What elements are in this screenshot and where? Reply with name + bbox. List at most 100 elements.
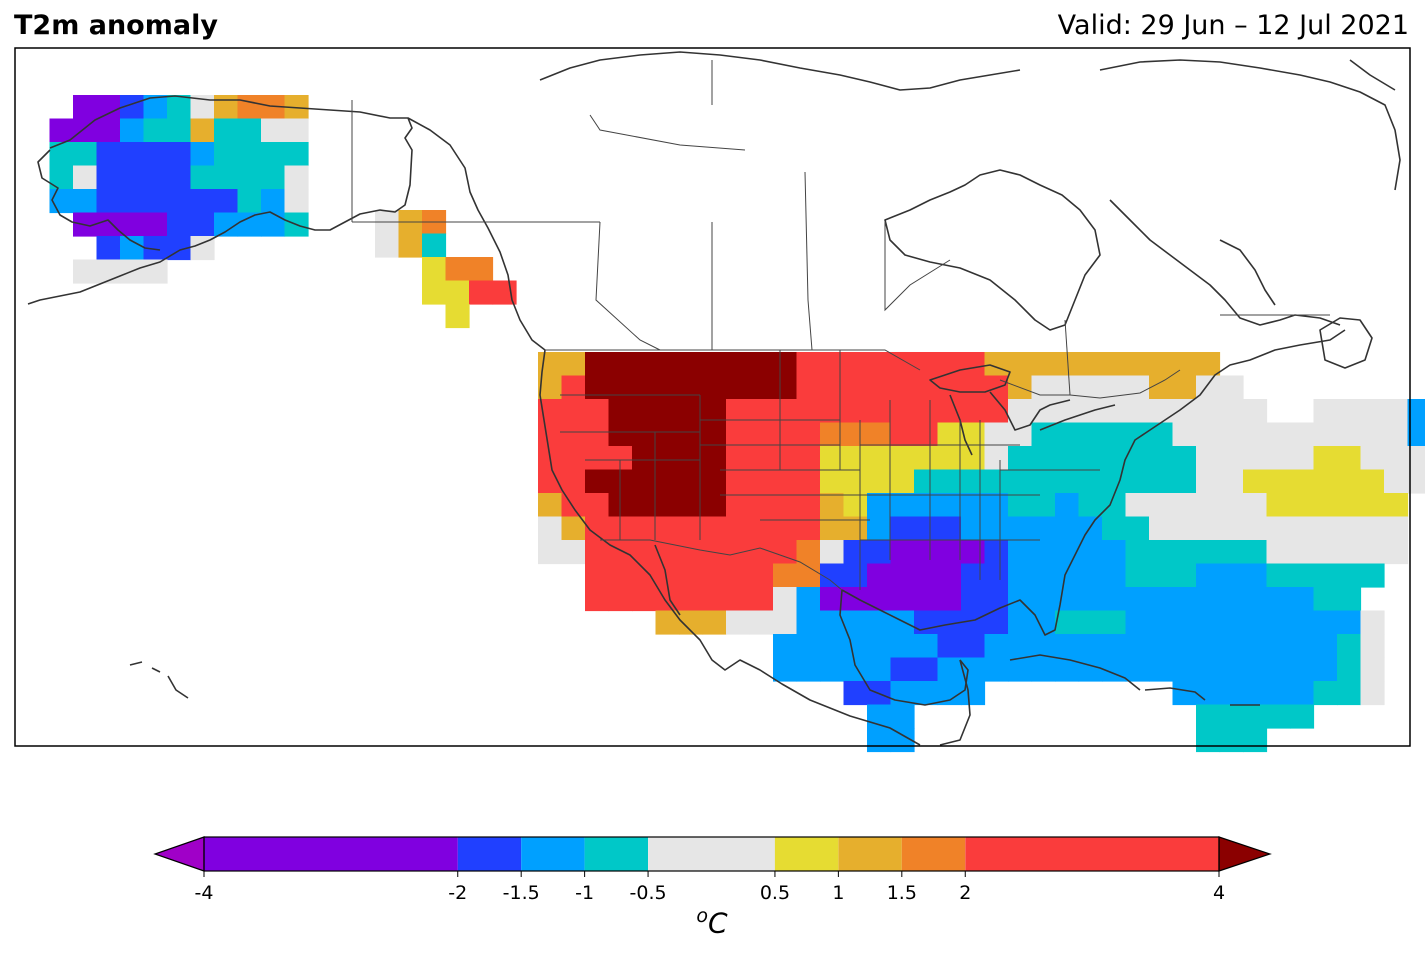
colorbar-bin [901, 837, 966, 871]
anomaly-cell [749, 540, 774, 565]
anomaly-cell [914, 399, 939, 424]
anomaly-cell [961, 587, 986, 612]
anomaly-cell [120, 212, 145, 237]
anomaly-cell [143, 118, 168, 143]
anomaly-cell [1290, 540, 1315, 565]
colorbar-tick-label: -2 [448, 882, 468, 904]
colorbar-tick-label: 1 [832, 882, 845, 904]
anomaly-cell [1313, 540, 1338, 565]
anomaly-cell [190, 118, 215, 143]
anomaly-cell [214, 165, 239, 190]
anomaly-cell [1031, 469, 1056, 494]
anomaly-cell [585, 399, 610, 424]
colorbar-tick-label: 4 [1212, 882, 1226, 904]
anomaly-cell [1008, 516, 1033, 541]
anomaly-cell [726, 446, 751, 471]
anomaly-cell [1243, 516, 1268, 541]
anomaly-cell [1337, 399, 1362, 424]
anomaly-cell [702, 587, 727, 612]
anomaly-cell [867, 728, 892, 753]
anomaly-cell [655, 493, 680, 518]
anomaly-cell [1102, 516, 1127, 541]
anomaly-cell [1031, 657, 1056, 682]
anomaly-cell [1078, 634, 1103, 659]
anomaly-cell [1290, 493, 1315, 518]
anomaly-cell [914, 352, 939, 377]
anomaly-cell [1266, 634, 1291, 659]
anomaly-cell [1031, 422, 1056, 447]
anomaly-cell [1360, 657, 1385, 682]
anomaly-cell [914, 422, 939, 447]
anomaly-cell [843, 563, 868, 588]
anomaly-cell [1055, 587, 1080, 612]
coastlines [27, 51, 1401, 746]
anomaly-cell [73, 259, 98, 284]
anomaly-cell [1219, 681, 1244, 706]
anomaly-cell [1172, 516, 1197, 541]
anomaly-cell [608, 587, 633, 612]
anomaly-cell [914, 516, 939, 541]
anomaly-cell [937, 493, 962, 518]
anomaly-cell [1055, 446, 1080, 471]
anomaly-cell [445, 304, 470, 329]
anomaly-cell [1196, 446, 1221, 471]
anomaly-cell [984, 516, 1009, 541]
anomaly-cell [1008, 469, 1033, 494]
anomaly-cell [890, 704, 915, 729]
anomaly-cell [1125, 563, 1150, 588]
anomaly-cell [773, 422, 798, 447]
anomaly-cell [890, 446, 915, 471]
anomaly-cell [679, 422, 704, 447]
anomaly-cell [773, 610, 798, 635]
anomaly-cell [890, 634, 915, 659]
anomaly-cell [1337, 587, 1362, 612]
anomaly-cell [726, 422, 751, 447]
anomaly-cell [914, 469, 939, 494]
anomaly-cell [655, 422, 680, 447]
anomaly-cell [1102, 446, 1127, 471]
anomaly-cell [1078, 657, 1103, 682]
anomaly-cell [1313, 469, 1338, 494]
anomaly-cell [96, 189, 121, 214]
anomaly-cell [796, 610, 821, 635]
anomaly-cell [796, 657, 821, 682]
anomaly-cell [632, 375, 657, 400]
anomaly-cell [1172, 681, 1197, 706]
colorbar-bin [584, 837, 648, 871]
anomaly-cell [1172, 446, 1197, 471]
anomaly-cell [1360, 446, 1385, 471]
anomaly-cell [120, 142, 145, 167]
anomaly-cell [679, 540, 704, 565]
anomaly-cell [261, 212, 286, 237]
anomaly-cell [237, 189, 262, 214]
anomaly-cell [1031, 352, 1056, 377]
anomaly-cell [796, 493, 821, 518]
anomaly-cell [961, 540, 986, 565]
anomaly-cell [749, 563, 774, 588]
anomaly-cell [1384, 446, 1409, 471]
anomaly-cell [867, 422, 892, 447]
anomaly-cell [867, 657, 892, 682]
anomaly-cell [1172, 563, 1197, 588]
anomaly-cell [237, 212, 262, 237]
anomaly-cell [796, 422, 821, 447]
anomaly-cell [655, 469, 680, 494]
anomaly-cell [867, 540, 892, 565]
anomaly-cell [608, 516, 633, 541]
anomaly-cell [702, 446, 727, 471]
anomaly-cell [538, 422, 563, 447]
anomaly-cell [1196, 704, 1221, 729]
anomaly-cell [561, 540, 586, 565]
anomaly-cell [1196, 587, 1221, 612]
anomaly-cell [1149, 634, 1174, 659]
anomaly-cell [237, 118, 262, 143]
anomaly-cell [1219, 375, 1244, 400]
anomaly-cell [1266, 516, 1291, 541]
anomaly-cell [749, 399, 774, 424]
anomaly-cell [984, 540, 1009, 565]
colorbar-bin [204, 837, 458, 871]
anomaly-cell [961, 516, 986, 541]
anomaly-cell [914, 634, 939, 659]
anomaly-cell [284, 142, 309, 167]
map-frame [14, 47, 1411, 747]
